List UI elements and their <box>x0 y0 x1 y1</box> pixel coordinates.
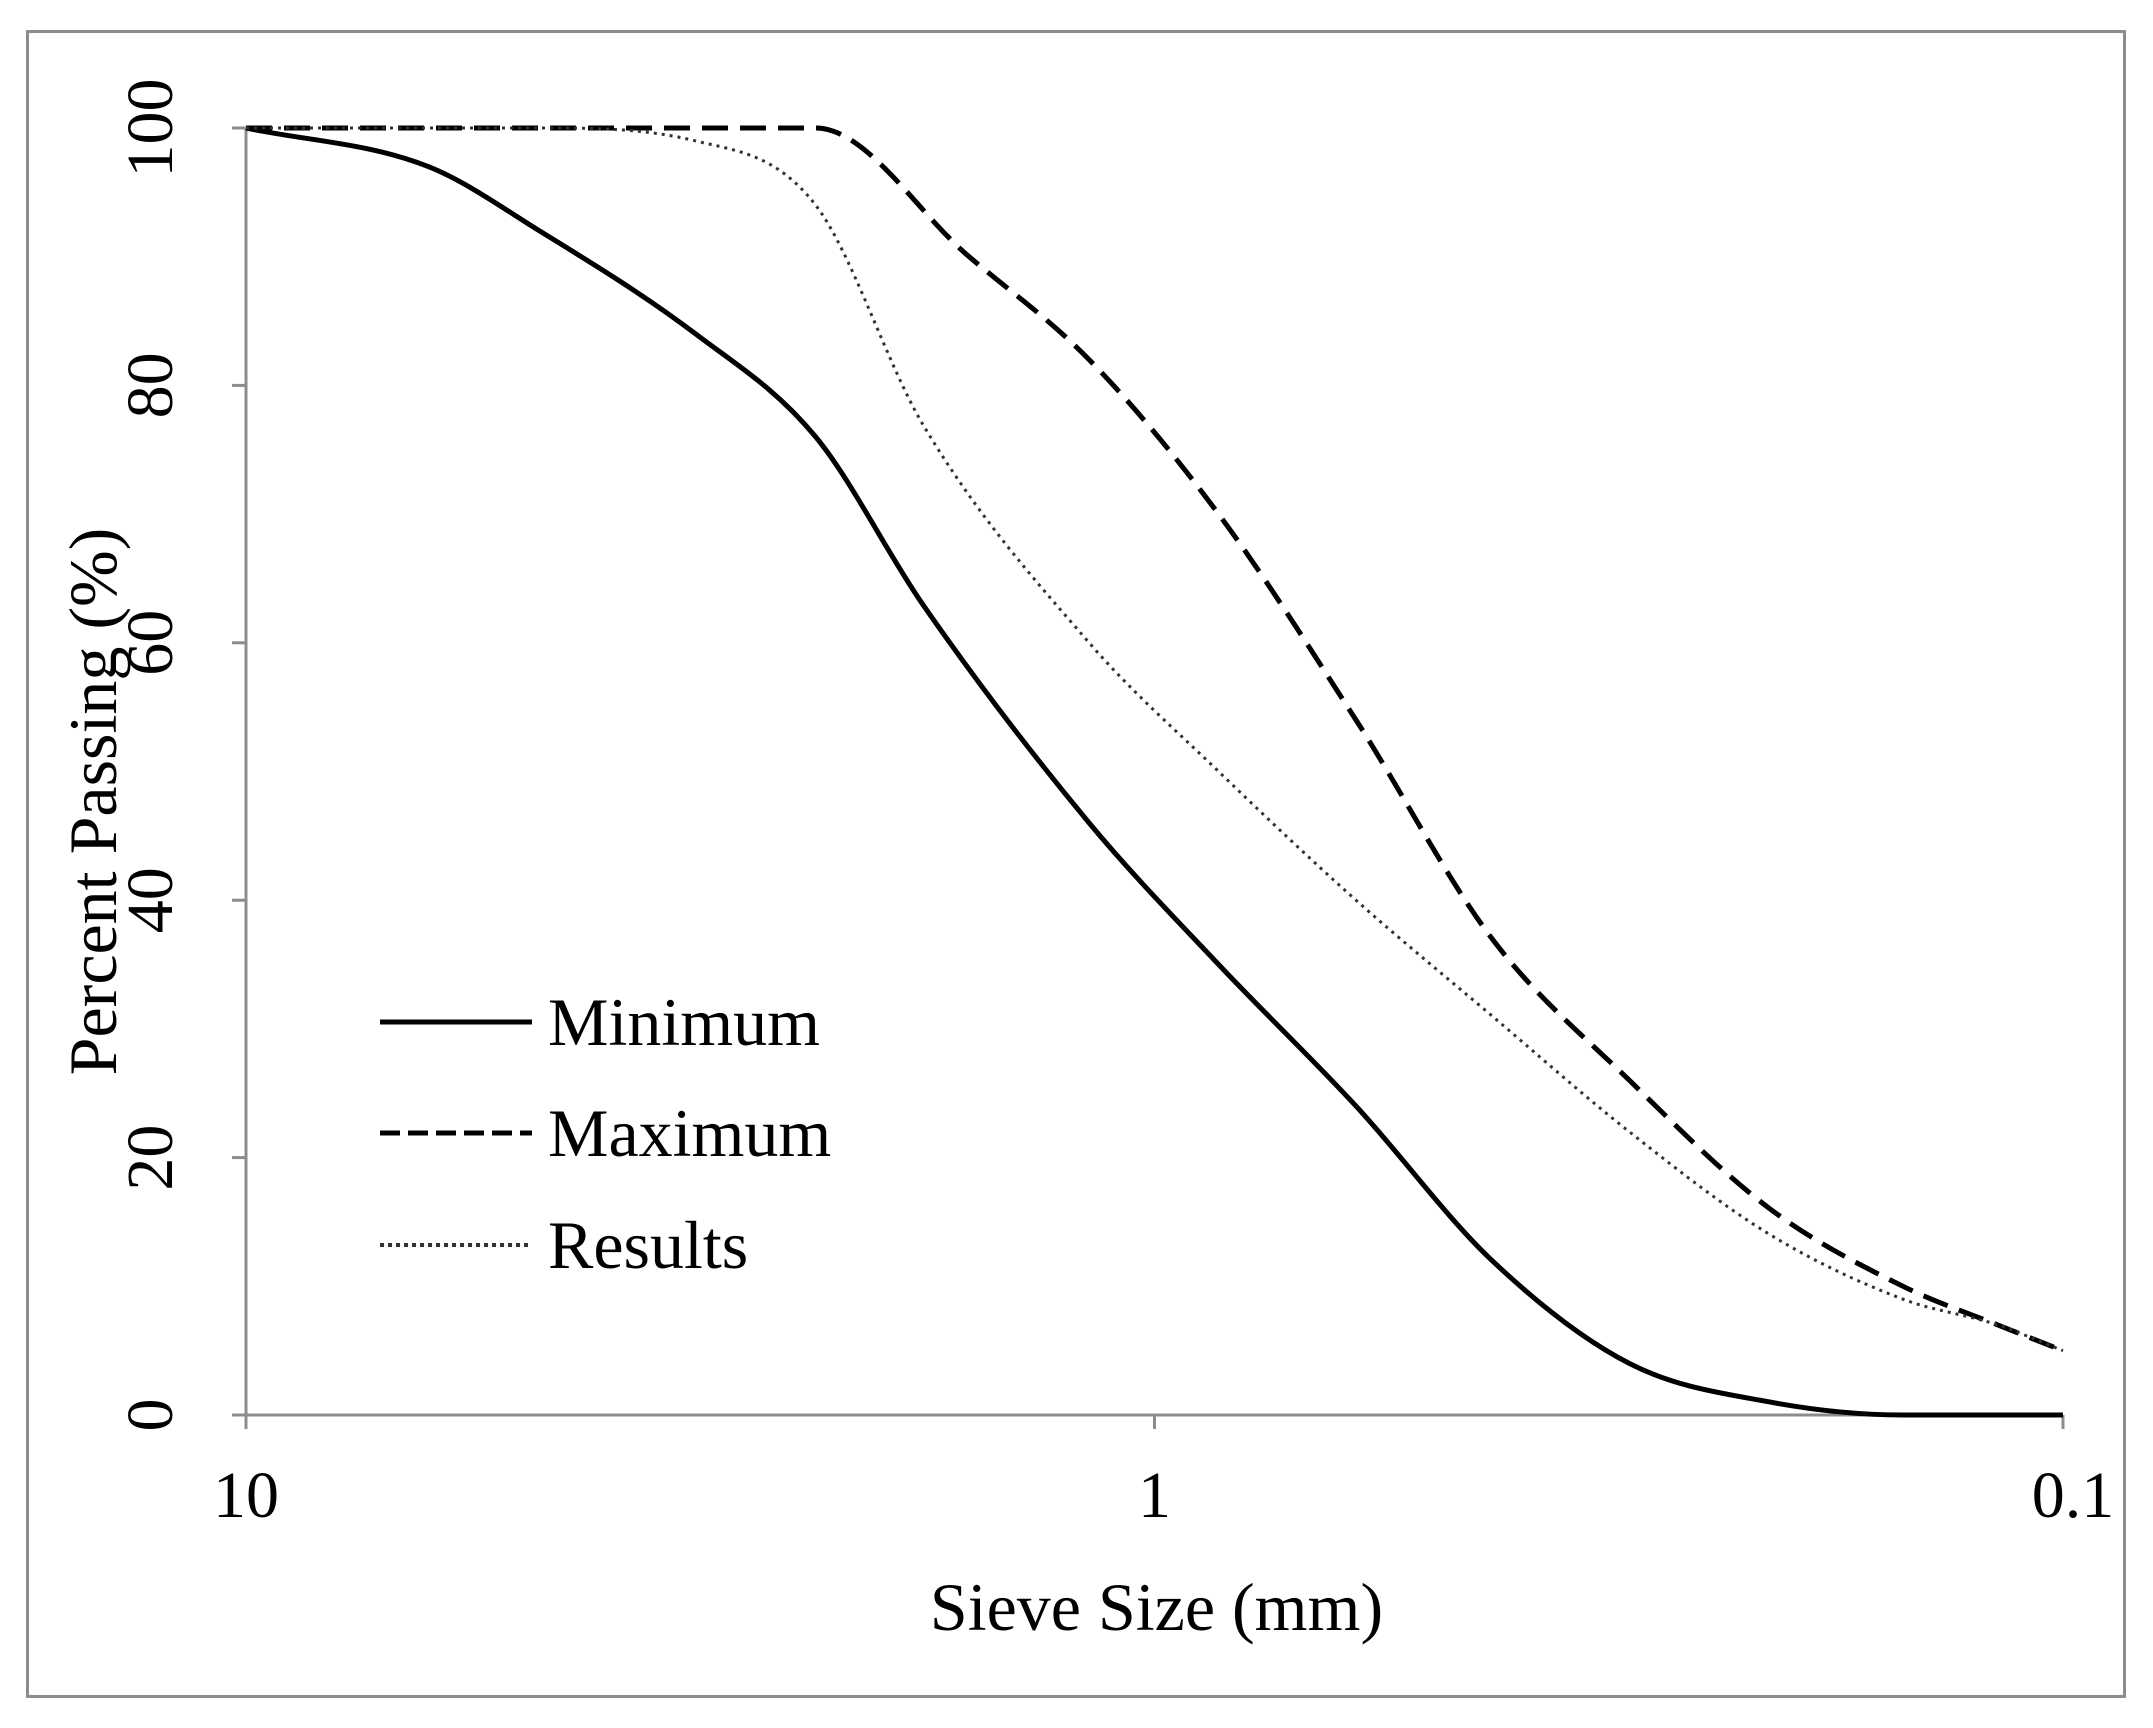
series-line-maximum <box>245 125 2064 1354</box>
x-axis-title: Sieve Size (mm) <box>930 1569 1383 1645</box>
y-tick-label: 40 <box>114 867 187 933</box>
legend-label-maximum: Maximum <box>548 1095 831 1171</box>
y-tick-label: 100 <box>114 79 187 178</box>
x-tick-label: 10 <box>213 1459 279 1532</box>
y-tick-label: 0 <box>114 1399 187 1432</box>
chart-frame <box>26 30 2126 1698</box>
series-line-minimum <box>245 125 2063 1418</box>
legend-label-results: Results <box>548 1207 748 1283</box>
x-tick-label: 1 <box>1138 1459 1171 1532</box>
y-tick-label: 80 <box>114 352 187 418</box>
series-line-results <box>245 126 2064 1353</box>
x-tick-label: 0.1 <box>2032 1459 2115 1532</box>
legend-label-minimum: Minimum <box>548 984 820 1060</box>
y-tick-label: 20 <box>114 1125 187 1191</box>
y-tick-label: 60 <box>114 610 187 676</box>
y-axis-title: Percent Passing (%) <box>55 528 131 1076</box>
